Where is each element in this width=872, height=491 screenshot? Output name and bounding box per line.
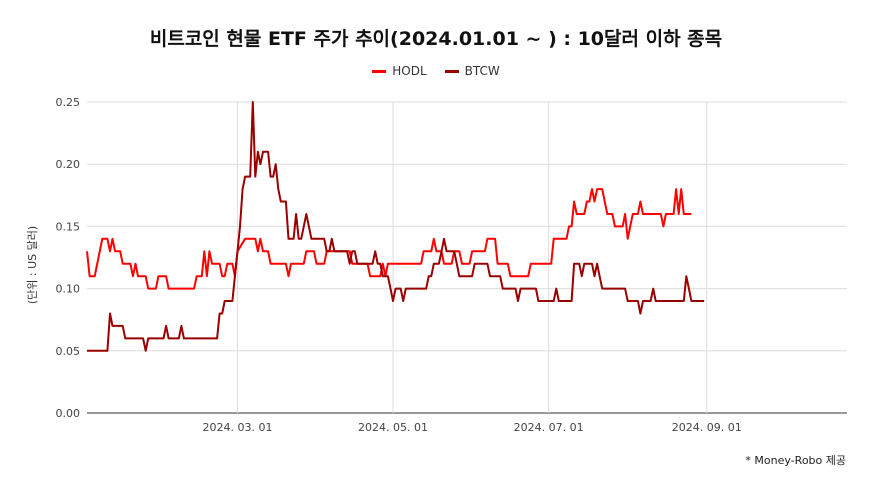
legend-swatch-hodl [372,69,387,73]
legend-label-btcw: BTCW [464,64,500,78]
x-tick-label: 2024. 07. 01 [514,421,584,434]
legend-label-hodl: HODL [392,64,427,78]
chart-title: 비트코인 현물 ETF 주가 추이(2024.01.01 ~ ) : 10달러 … [149,28,723,50]
y-tick-label: 0.25 [56,96,81,109]
legend: HODL BTCW [0,64,872,78]
legend-swatch-btcw [444,69,459,73]
series-line-btcw [87,101,705,352]
y-tick-label: 0.15 [56,220,81,233]
x-tick-label: 2024. 09. 01 [672,421,742,434]
footnote: * Money-Robo 제공 [745,454,846,467]
x-tick-label: 2024. 05. 01 [358,421,428,434]
x-tick-label: 2024. 03. 01 [202,421,272,434]
y-tick-label: 0.20 [56,158,81,171]
y-tick-label: 0.05 [56,345,81,358]
y-tick-label: 0.00 [56,407,81,420]
legend-item-hodl[interactable]: HODL [372,64,427,78]
series-line-hodl [86,188,692,290]
y-tick-label: 0.10 [56,283,81,296]
legend-item-btcw[interactable]: BTCW [444,64,500,78]
